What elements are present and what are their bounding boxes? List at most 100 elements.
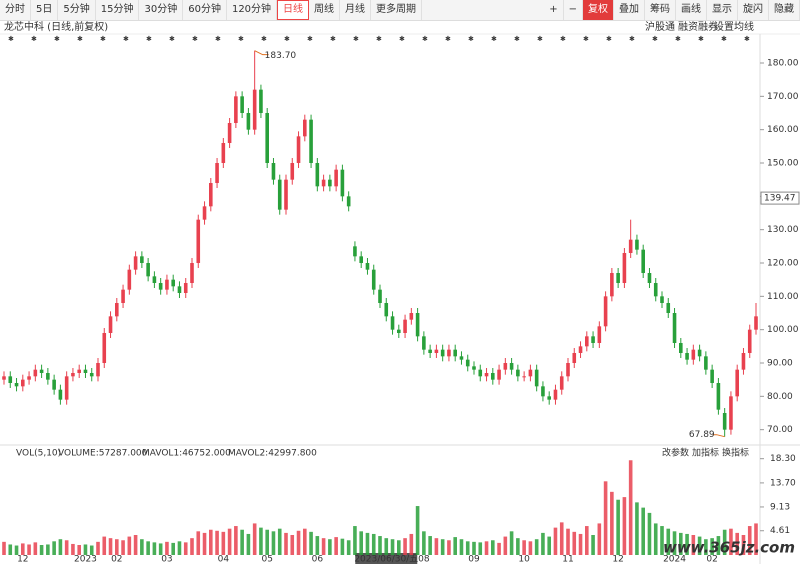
volume-bar bbox=[553, 527, 558, 555]
period-button[interactable]: 月线 bbox=[340, 0, 372, 20]
period-button[interactable]: 更多周期 bbox=[371, 0, 423, 20]
volume-bar bbox=[509, 531, 514, 555]
x-tick-label: 08 bbox=[418, 555, 430, 564]
indicator-button[interactable]: 加指标 bbox=[692, 447, 719, 459]
volume-bar bbox=[679, 532, 683, 555]
tool-button[interactable]: 画线 bbox=[676, 0, 707, 20]
candle-body bbox=[422, 336, 426, 350]
volume-bar bbox=[409, 533, 414, 555]
x-tick-label: 02 bbox=[111, 555, 122, 564]
period-button[interactable]: 周线 bbox=[309, 0, 341, 20]
candle-body bbox=[64, 376, 69, 400]
volume-bar bbox=[585, 526, 589, 555]
volume-bar bbox=[2, 541, 6, 555]
candle-body bbox=[296, 136, 301, 163]
event-marker: ✱ bbox=[215, 35, 221, 43]
candle-body bbox=[215, 163, 219, 183]
volume-bar bbox=[64, 540, 69, 555]
period-button[interactable]: 30分钟 bbox=[139, 0, 184, 20]
tool-button[interactable]: 叠加 bbox=[614, 0, 645, 20]
candle-body bbox=[741, 353, 746, 370]
volume-bar bbox=[359, 531, 363, 555]
period-button[interactable]: 5分钟 bbox=[58, 0, 96, 20]
volume-bar bbox=[196, 531, 201, 555]
tool-button[interactable]: 显示 bbox=[707, 0, 738, 20]
candle-body bbox=[108, 316, 113, 333]
candle-body bbox=[440, 349, 445, 357]
volume-bar bbox=[622, 497, 627, 555]
candle-body bbox=[27, 376, 31, 380]
volume-bar bbox=[491, 540, 495, 555]
volume-bar bbox=[321, 538, 326, 555]
volume-bar bbox=[453, 537, 457, 555]
indicator-button[interactable]: 换指标 bbox=[722, 447, 749, 459]
period-button[interactable]: 分时 bbox=[0, 0, 31, 20]
x-tick-label: 12 bbox=[17, 555, 28, 564]
candle-body bbox=[315, 163, 320, 187]
volume-bar bbox=[234, 526, 238, 555]
tool-button[interactable]: 复权 bbox=[583, 0, 614, 20]
volume-bar bbox=[340, 538, 345, 555]
tool-button[interactable]: + bbox=[544, 0, 564, 20]
header-link[interactable]: 融资融券 bbox=[678, 20, 718, 33]
candle-body bbox=[397, 329, 401, 333]
volume-bar bbox=[102, 536, 107, 555]
max-label: 183.70 bbox=[265, 51, 297, 61]
volume-bar bbox=[522, 540, 526, 555]
candle-body bbox=[722, 413, 727, 430]
period-button[interactable]: 15分钟 bbox=[96, 0, 140, 20]
candle-body bbox=[340, 169, 345, 197]
tool-button[interactable]: 隐藏 bbox=[769, 0, 800, 20]
candle-body bbox=[503, 363, 508, 370]
volume-bar bbox=[628, 460, 633, 555]
candle-body bbox=[246, 113, 251, 130]
cursor-date-box bbox=[355, 553, 418, 564]
legend-entry: VOLUME:57287.000 bbox=[58, 449, 148, 459]
tool-button[interactable]: − bbox=[564, 0, 583, 20]
volume-bar bbox=[415, 506, 420, 555]
volume-bar bbox=[528, 541, 533, 555]
tool-button[interactable]: 旋闪 bbox=[738, 0, 769, 20]
event-marker: ✱ bbox=[169, 35, 175, 43]
candle-body bbox=[227, 123, 232, 143]
volume-bar bbox=[434, 538, 439, 555]
period-button[interactable]: 120分钟 bbox=[227, 0, 278, 20]
x-tick-label: 04 bbox=[218, 555, 230, 564]
volume-bar bbox=[547, 536, 551, 555]
header-link[interactable]: 设置均线 bbox=[714, 20, 754, 33]
volume-bar bbox=[384, 538, 389, 555]
candle-body bbox=[641, 249, 645, 273]
event-marker: ✱ bbox=[537, 35, 543, 43]
volume-bar bbox=[121, 540, 125, 555]
candle-body bbox=[221, 143, 226, 163]
candle-body bbox=[610, 273, 614, 297]
period-button[interactable]: 5日 bbox=[31, 0, 59, 20]
volume-bar bbox=[71, 543, 75, 555]
candle-body bbox=[209, 183, 213, 207]
event-marker: ✱ bbox=[629, 35, 635, 43]
candle-body bbox=[121, 289, 125, 303]
candle-body bbox=[685, 353, 689, 360]
volume-bar bbox=[440, 539, 445, 555]
candle-body bbox=[196, 219, 201, 263]
candle-body bbox=[190, 263, 194, 283]
period-button[interactable]: 60分钟 bbox=[183, 0, 227, 20]
tool-button[interactable]: 筹码 bbox=[645, 0, 676, 20]
candle-body bbox=[478, 369, 483, 377]
legend-entry: MAVOL2:42997.800 bbox=[228, 449, 317, 459]
candle-body bbox=[472, 366, 476, 370]
event-marker: ✱ bbox=[54, 35, 60, 43]
x-tick-label: 11 bbox=[562, 555, 573, 564]
volume-bar bbox=[459, 539, 464, 555]
candle-body bbox=[628, 239, 633, 253]
volume-bar bbox=[315, 536, 320, 555]
candle-body bbox=[591, 336, 595, 343]
event-marker: ✱ bbox=[514, 35, 520, 43]
header-link[interactable]: 沪股通 bbox=[645, 20, 675, 33]
period-button[interactable]: 日线 bbox=[277, 0, 310, 20]
event-marker: ✱ bbox=[261, 35, 267, 43]
y-tick-label: 170.00 bbox=[767, 92, 799, 102]
indicator-button[interactable]: 改参数 bbox=[662, 447, 689, 459]
volume-bar bbox=[616, 499, 620, 555]
candle-body bbox=[240, 96, 244, 113]
